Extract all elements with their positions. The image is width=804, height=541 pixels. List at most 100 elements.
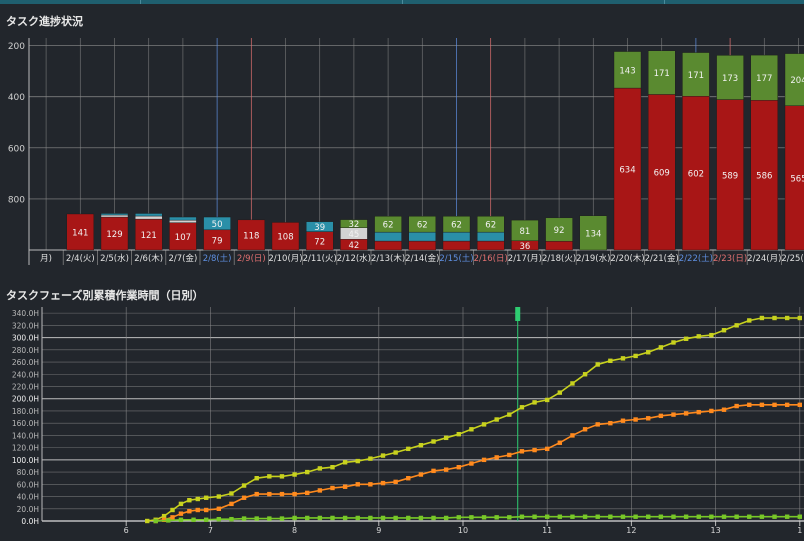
x-tick-label: 6 <box>124 526 129 535</box>
y-tick-label: 20.0H <box>17 505 39 514</box>
data-label: 121 <box>141 231 157 241</box>
data-label: 107 <box>175 233 191 243</box>
data-point-yellow <box>734 323 739 328</box>
data-point-green <box>570 514 575 519</box>
data-point-yellow <box>393 450 398 455</box>
y-tick-label: 800 <box>8 195 25 205</box>
data-point-green <box>418 515 424 521</box>
data-point-green <box>166 518 171 523</box>
data-label: 129 <box>106 230 122 240</box>
data-point-orange <box>254 491 259 497</box>
series-line-green <box>155 515 800 522</box>
data-point-orange <box>418 472 424 477</box>
y-tick-label: 180.0H <box>12 407 39 416</box>
x-tick-label: 2/4(火) <box>66 254 95 264</box>
data-point-orange <box>507 452 512 458</box>
top-chart-title: タスク進捗状況 <box>6 15 83 28</box>
data-point-green <box>267 516 272 521</box>
data-label: 141 <box>72 228 88 238</box>
data-point-green <box>532 514 537 519</box>
x-tick-label: 7 <box>208 526 213 535</box>
data-point-green <box>292 515 297 521</box>
top-bar-divider <box>664 0 665 4</box>
data-label: 118 <box>243 231 259 241</box>
bar-segment <box>237 219 266 251</box>
bar-segment <box>374 216 402 233</box>
y-tick-label: 80.0H <box>17 468 39 477</box>
data-point-green <box>557 514 563 519</box>
bar-segment <box>169 222 197 251</box>
y-tick-label: 0.0H <box>21 517 39 526</box>
bar-segment <box>716 99 744 251</box>
y-tick-label: 40.0H <box>17 493 39 502</box>
data-point-yellow <box>178 501 184 507</box>
bar-segment <box>648 50 676 95</box>
data-point-yellow <box>671 340 676 345</box>
bar-segment <box>340 219 368 228</box>
data-point-yellow <box>203 495 209 500</box>
data-point-green <box>456 515 461 520</box>
x-tick-label: 2/10(月) <box>268 254 302 264</box>
data-point-orange <box>355 482 360 487</box>
data-point-orange <box>633 417 638 422</box>
y-tick-label: 400 <box>8 93 25 103</box>
data-point-yellow <box>330 464 335 470</box>
data-point-orange <box>620 418 626 423</box>
data-point-orange <box>646 416 651 421</box>
bar-segment <box>306 221 334 232</box>
x-tick-label: 2/7(金) <box>168 253 197 264</box>
data-point-yellow <box>507 412 512 417</box>
data-point-green <box>595 514 600 519</box>
data-label: 39 <box>314 223 325 233</box>
data-point-orange <box>305 490 310 496</box>
bar-segment <box>100 213 129 216</box>
data-point-yellow <box>305 469 310 475</box>
data-point-orange <box>469 461 474 466</box>
y-tick-label: 120.0H <box>12 444 39 453</box>
data-point-green <box>772 514 777 519</box>
data-label: 134 <box>585 229 601 239</box>
data-point-yellow <box>380 453 386 458</box>
x-tick-label: 2/13(木) <box>371 253 405 264</box>
bar-segment <box>203 216 231 231</box>
data-point-orange <box>784 402 790 408</box>
data-label: 171 <box>688 71 704 81</box>
x-tick-label: 2/22(土) <box>679 253 713 264</box>
x-tick-label: 2/11(火) <box>303 254 337 264</box>
y-tick-label: 340.0H <box>12 309 39 318</box>
data-point-orange <box>195 507 200 513</box>
data-label: 32 <box>348 220 359 230</box>
data-point-green <box>582 514 588 519</box>
bar-segment <box>271 222 300 251</box>
data-point-orange <box>494 455 499 460</box>
data-point-green <box>797 514 802 519</box>
data-point-yellow <box>747 318 752 323</box>
data-point-green <box>431 515 436 521</box>
y-tick-label: 320.0H <box>12 321 39 330</box>
x-tick-label: 2/19(水) <box>576 253 610 264</box>
top-bar-divider <box>402 0 403 4</box>
data-point-orange <box>696 409 701 415</box>
data-label: 45 <box>348 230 359 240</box>
data-point-yellow <box>595 362 600 367</box>
data-point-orange <box>709 408 714 414</box>
data-point-yellow <box>544 397 550 403</box>
bar-segment <box>408 216 436 233</box>
y-tick-label: 160.0H <box>12 419 39 428</box>
x-tick-label: 2/16(日) <box>474 254 508 264</box>
data-point-orange <box>456 464 461 470</box>
data-point-green <box>203 517 209 522</box>
data-label: 589 <box>722 171 738 181</box>
data-point-yellow <box>456 431 461 437</box>
bar-segment <box>100 216 129 251</box>
data-point-orange <box>229 501 234 507</box>
data-point-orange <box>241 495 247 500</box>
x-tick-label: 2/17(月) <box>508 254 542 264</box>
data-point-orange <box>671 412 676 417</box>
data-point-yellow <box>709 332 714 338</box>
bottom-chart-title: タスクフェーズ別累積作業時間（日別） <box>6 289 204 302</box>
data-point-yellow <box>784 315 790 321</box>
data-point-yellow <box>620 356 626 361</box>
y-tick-label: 200 <box>8 42 25 52</box>
data-point-orange <box>759 402 765 408</box>
